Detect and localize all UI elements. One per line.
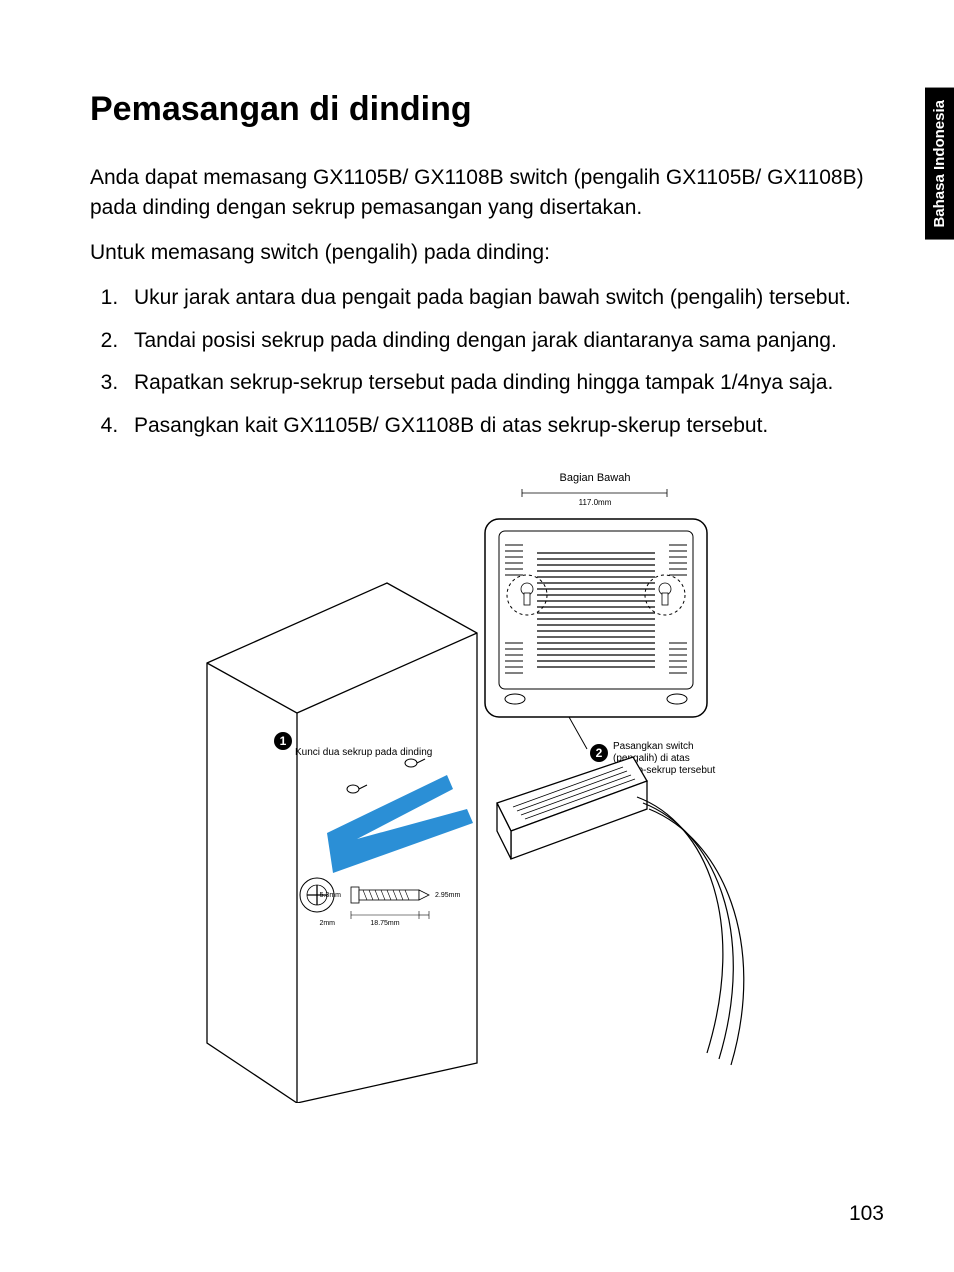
intro-paragraph-1: Anda dapat memasang GX1105B/ GX1108B swi… <box>90 163 884 224</box>
dim-thread: 2.95mm <box>435 892 460 899</box>
step-item: Pasangkan kait GX1105B/ GX1108B di atas … <box>124 410 884 443</box>
step-item: Rapatkan sekrup-sekrup tersebut pada din… <box>124 367 884 400</box>
foot <box>667 694 687 704</box>
mounting-diagram: Bagian Bawah 117.0mm <box>90 463 884 1103</box>
switch-device-iso <box>497 757 647 859</box>
callout-1-number: 1 <box>280 734 287 748</box>
switch-bottom-inner <box>499 531 693 689</box>
step-item: Ukur jarak antara dua pengait pada bagia… <box>124 282 884 315</box>
intro-paragraph-2: Untuk memasang switch (pengalih) pada di… <box>90 238 884 268</box>
foot <box>505 694 525 704</box>
dim-head: 5.3mm <box>320 892 342 899</box>
dim-len1: 18.75mm <box>370 920 399 927</box>
diagram-top-label: Bagian Bawah <box>560 472 631 484</box>
language-tab: Bahasa Indonesia <box>925 88 954 240</box>
page-number: 103 <box>849 1202 884 1226</box>
dim-len2: 2mm <box>319 920 335 927</box>
spacing-dimension: 117.0mm <box>579 498 612 507</box>
callout-2-number: 2 <box>596 746 603 760</box>
callout-2-text-line1: Pasangkan switch <box>613 741 694 752</box>
page-title: Pemasangan di dinding <box>90 90 884 129</box>
steps-list: Ukur jarak antara dua pengait pada bagia… <box>90 282 884 442</box>
callout-1-text: Kunci dua sekrup pada dinding <box>295 747 432 758</box>
cables <box>637 797 744 1065</box>
step-item: Tandai posisi sekrup pada dinding dengan… <box>124 325 884 358</box>
